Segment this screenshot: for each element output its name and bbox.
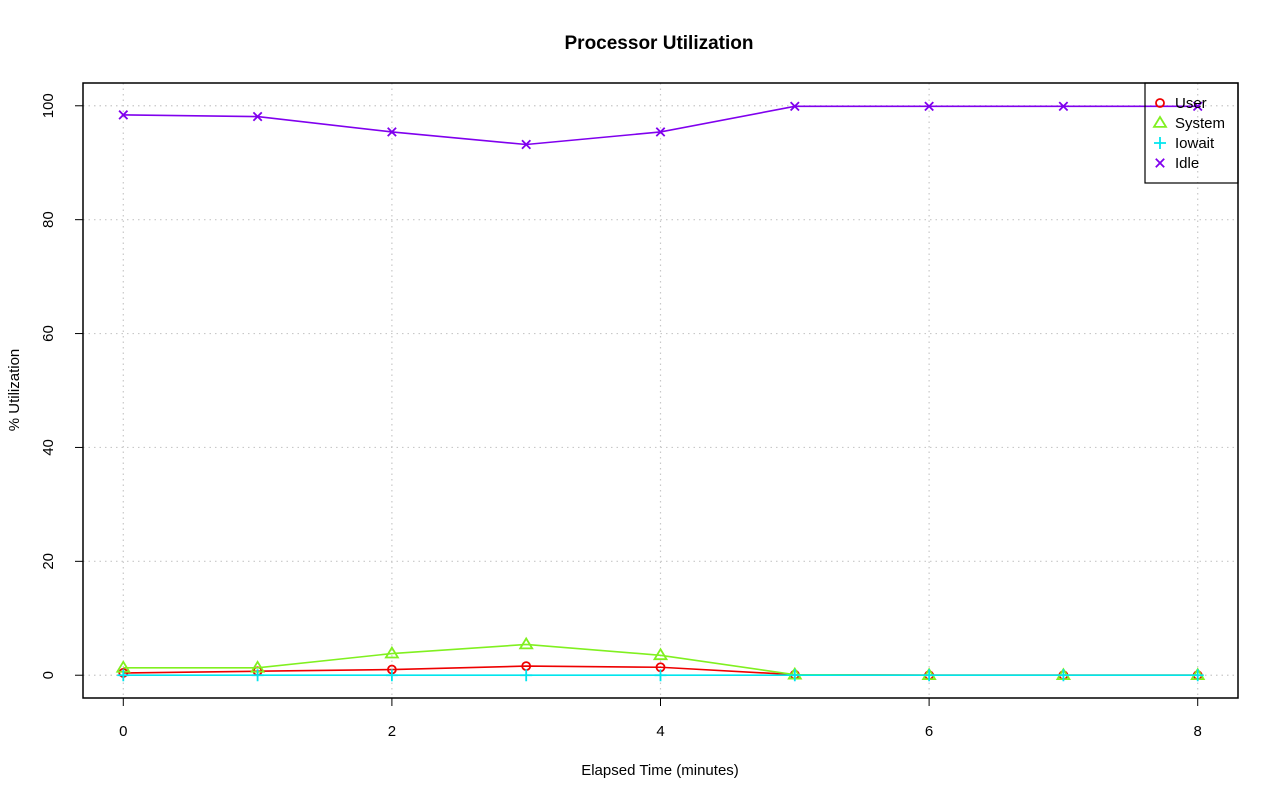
- legend-label-iowait: Iowait: [1175, 135, 1215, 152]
- x-axis-label: Elapsed Time (minutes): [581, 762, 739, 779]
- series-idle: [118, 101, 1203, 150]
- point-iowait: [520, 669, 533, 682]
- point-iowait: [923, 669, 936, 682]
- y-tick-label: 40: [40, 439, 57, 456]
- legend: User System Iowait Idle: [1144, 82, 1239, 184]
- x-tick-label: 0: [119, 723, 127, 740]
- point-iowait: [251, 669, 264, 682]
- x-axis: 0 2 4 6 8: [119, 698, 1202, 740]
- legend-marker-user: [1155, 98, 1165, 108]
- point-idle: [1192, 101, 1203, 112]
- point-idle: [655, 127, 666, 137]
- series-layer: [115, 101, 1206, 682]
- x-tick-label: 6: [925, 723, 933, 740]
- point-idle: [118, 110, 129, 120]
- point-iowait: [788, 669, 801, 682]
- point-idle: [924, 101, 934, 112]
- y-tick-label: 20: [40, 553, 57, 570]
- point-iowait: [385, 669, 398, 682]
- point-iowait: [654, 669, 667, 682]
- legend-label-system: System: [1175, 115, 1225, 132]
- point-iowait: [117, 669, 130, 682]
- y-tick-label: 60: [40, 325, 57, 342]
- legend-label-idle: Idle: [1175, 155, 1199, 172]
- point-idle: [789, 101, 800, 112]
- y-tick-label: 80: [40, 211, 57, 228]
- point-system: [652, 647, 669, 661]
- point-idle: [252, 111, 263, 122]
- y-tick-label: 0: [40, 671, 57, 679]
- point-idle: [1058, 101, 1069, 112]
- grid-lines: [83, 83, 1238, 698]
- x-tick-label: 4: [656, 723, 664, 740]
- point-system: [384, 645, 400, 659]
- legend-marker-system: [1152, 115, 1168, 128]
- point-iowait: [1191, 669, 1204, 682]
- x-tick-label: 8: [1194, 723, 1202, 740]
- series-iowait: [117, 669, 1204, 682]
- point-system: [518, 636, 534, 650]
- legend-marker-idle: [1155, 158, 1165, 168]
- chart-title: Processor Utilization: [565, 33, 754, 54]
- y-axis-label: % Utilization: [6, 349, 23, 432]
- point-idle: [521, 139, 532, 150]
- legend-marker-iowait: [1154, 137, 1166, 149]
- legend-label-user: User: [1175, 95, 1207, 112]
- x-tick-label: 2: [388, 723, 396, 740]
- y-tick-label: 100: [40, 93, 57, 118]
- legend-box: [1144, 82, 1239, 184]
- point-idle: [387, 127, 397, 137]
- point-iowait: [1057, 669, 1070, 682]
- y-axis: 0 20 40 60 80 100: [40, 93, 83, 679]
